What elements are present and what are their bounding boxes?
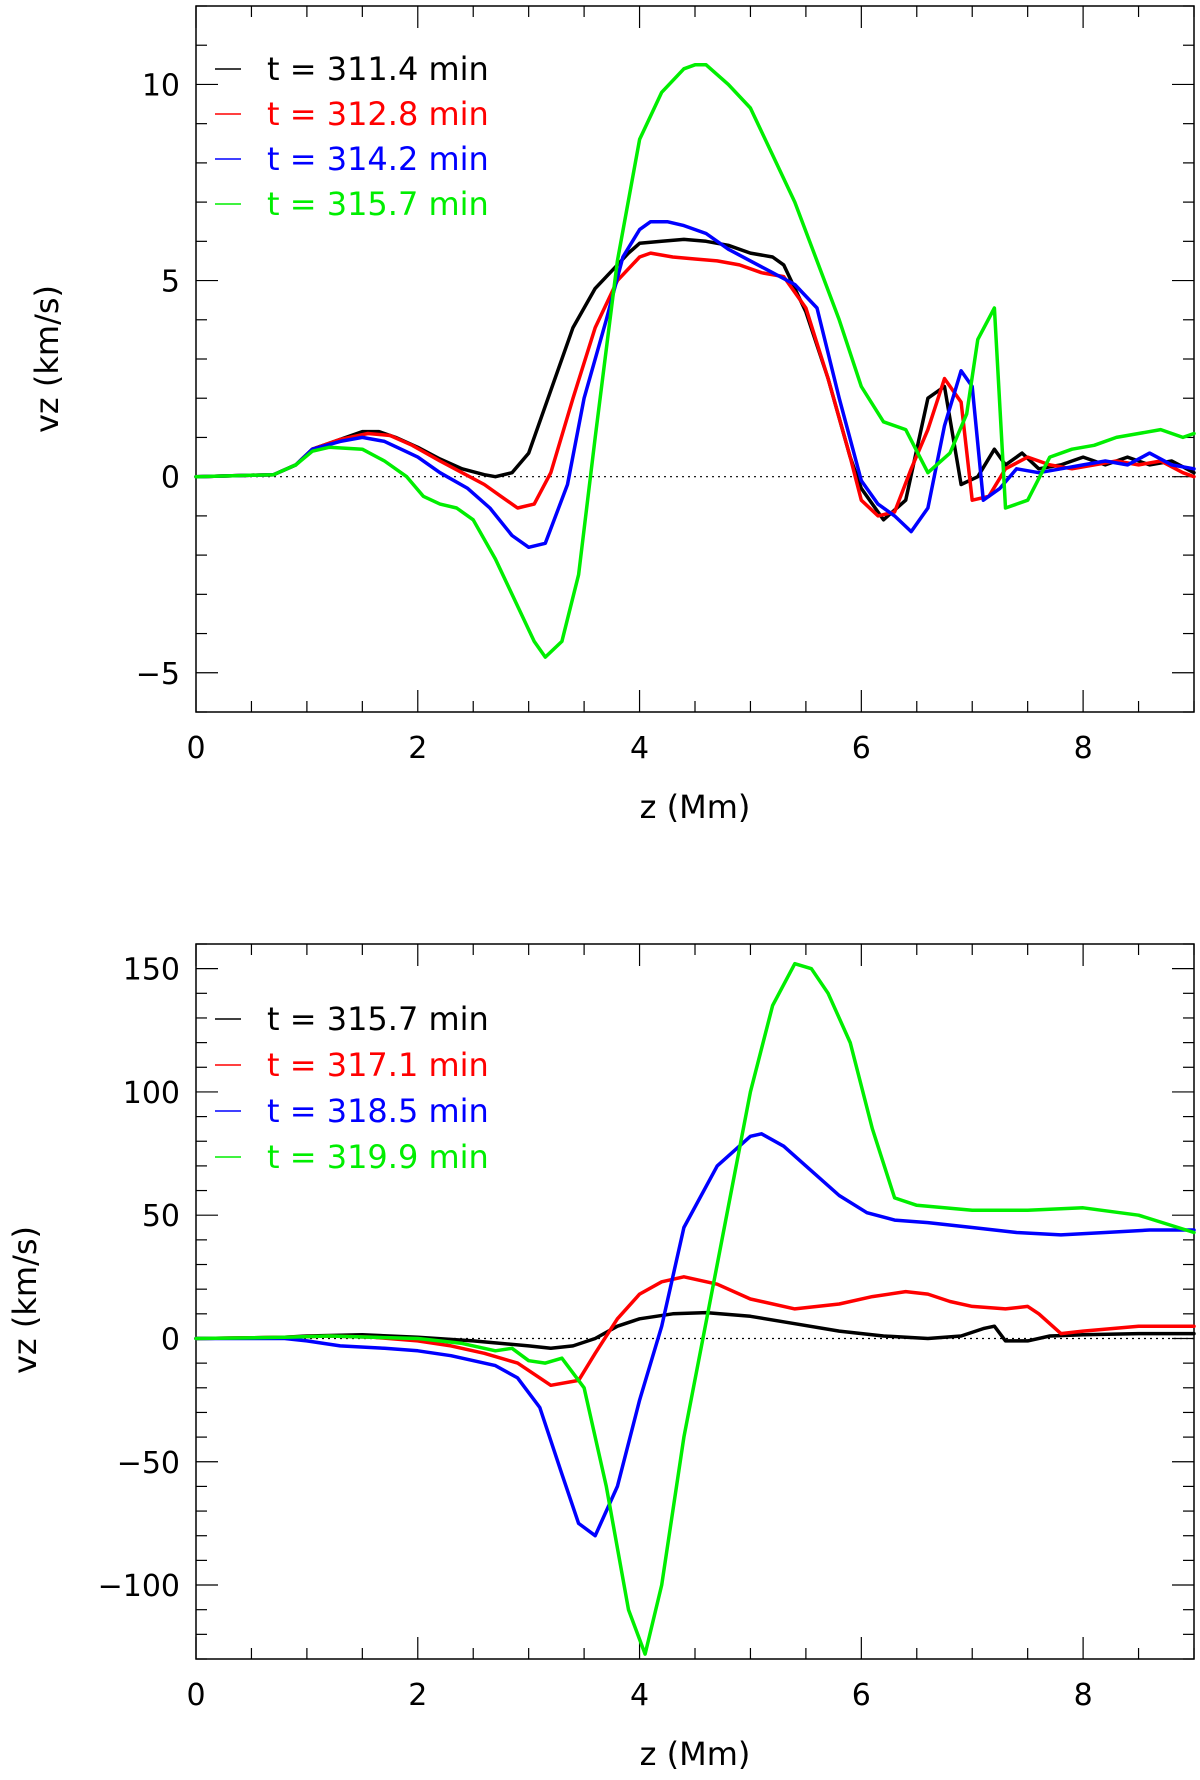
legend: t = 311.4 min t = 312.8 min t = 314.2 min t… (215, 50, 489, 223)
series-line-3 (194, 1132, 1196, 1538)
x-tick-label: 4 (630, 1678, 649, 1713)
legend-entry: t = 314.2 min (267, 140, 489, 178)
x-axis-title: z (Mm) (640, 1735, 751, 1773)
y-tick-label: 0 (161, 1322, 180, 1357)
y-tick-label: 100 (123, 1076, 180, 1111)
x-tick-label: 8 (1074, 1678, 1093, 1713)
y-tick-label: 10 (142, 68, 180, 103)
y-tick-label: −100 (98, 1569, 180, 1604)
series-line-4 (194, 63, 1196, 659)
x-tick-label: 2 (408, 731, 427, 766)
x-tick-label: 2 (408, 1678, 427, 1713)
x-tick-label: 0 (186, 1678, 205, 1713)
bottom-velocity-panel: 0 2 4 6 8 −100 −50 0 50 100 150 z (Mm) vz (km/s) t… (6, 943, 1196, 1773)
top-velocity-panel: 0 2 4 6 8 −5 0 5 10 z (Mm) vz (km/s) t = 311.4 m… (28, 5, 1196, 826)
y-tick-label: 5 (161, 265, 180, 300)
x-axis-title: z (Mm) (640, 788, 751, 826)
y-tick-label: −50 (117, 1446, 180, 1481)
series-line-2 (194, 1275, 1196, 1388)
x-tick-label: 4 (630, 731, 649, 766)
x-tick-label: 0 (186, 731, 205, 766)
legend-entry: t = 311.4 min (267, 50, 489, 88)
y-tick-label: 0 (161, 461, 180, 496)
legend-entry: t = 317.1 min (267, 1046, 489, 1084)
y-axis-title: vz (km/s) (28, 285, 66, 433)
series-line-1 (194, 1310, 1196, 1351)
legend-entry: t = 312.8 min (267, 95, 489, 133)
y-tick-label: −5 (136, 657, 180, 692)
y-tick-label: 50 (142, 1199, 180, 1234)
y-axis-title: vz (km/s) (6, 1226, 44, 1374)
legend: t = 315.7 min t = 317.1 min t = 318.5 min t… (215, 1000, 489, 1176)
x-tick-label: 6 (852, 731, 871, 766)
series-line-3 (194, 219, 1196, 550)
x-tick-label: 8 (1074, 731, 1093, 766)
x-tick-label: 6 (852, 1678, 871, 1713)
series-line-1 (194, 237, 1196, 522)
series-line-4 (194, 961, 1196, 1656)
series-line-2 (194, 251, 1196, 518)
y-tick-label: 150 (123, 953, 180, 988)
legend-entry: t = 315.7 min (267, 185, 489, 223)
legend-entry: t = 318.5 min (267, 1092, 489, 1130)
legend-entry: t = 319.9 min (267, 1138, 489, 1176)
legend-entry: t = 315.7 min (267, 1000, 489, 1038)
